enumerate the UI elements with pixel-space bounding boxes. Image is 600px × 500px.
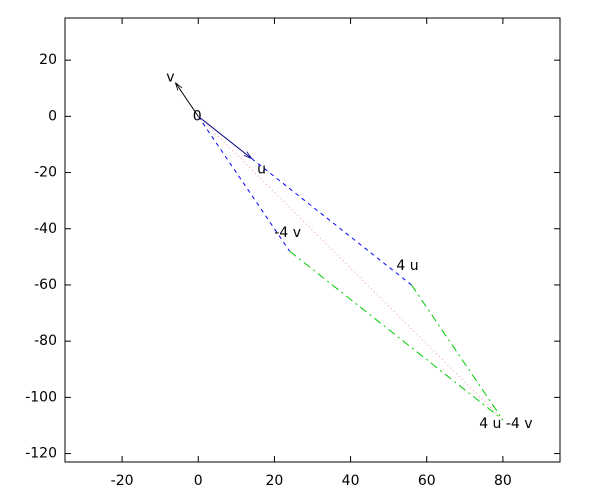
guide-line bbox=[289, 250, 504, 421]
x-tick-label: 60 bbox=[418, 473, 436, 489]
y-tick-label: 20 bbox=[39, 52, 57, 68]
y-tick-label: -60 bbox=[34, 277, 57, 293]
point-label: 0 bbox=[193, 108, 202, 124]
plot-border bbox=[64, 17, 561, 463]
vector-arrow bbox=[197, 115, 251, 158]
y-tick-label: 0 bbox=[48, 108, 57, 124]
guide-line bbox=[251, 158, 412, 286]
y-tick-label: -40 bbox=[34, 221, 57, 237]
point-label: v bbox=[166, 70, 174, 86]
y-tick-label: -80 bbox=[34, 333, 57, 349]
x-tick-label: 40 bbox=[342, 473, 360, 489]
point-label: u bbox=[257, 162, 266, 178]
point-label: 4 u bbox=[396, 258, 418, 274]
x-tick-label: -20 bbox=[111, 473, 134, 489]
vector-arrow bbox=[175, 83, 199, 117]
point-label: -4 v bbox=[274, 225, 301, 241]
y-tick-label: -100 bbox=[25, 389, 57, 405]
x-tick-label: 80 bbox=[494, 473, 512, 489]
guide-line bbox=[197, 116, 291, 252]
guide-line bbox=[411, 284, 504, 421]
y-tick-label: -120 bbox=[25, 446, 57, 462]
point-label: 4 u -4 v bbox=[479, 416, 532, 432]
guide-line bbox=[197, 116, 504, 421]
x-tick-label: 20 bbox=[266, 473, 284, 489]
x-tick-label: 0 bbox=[194, 473, 203, 489]
y-tick-label: -20 bbox=[34, 165, 57, 181]
